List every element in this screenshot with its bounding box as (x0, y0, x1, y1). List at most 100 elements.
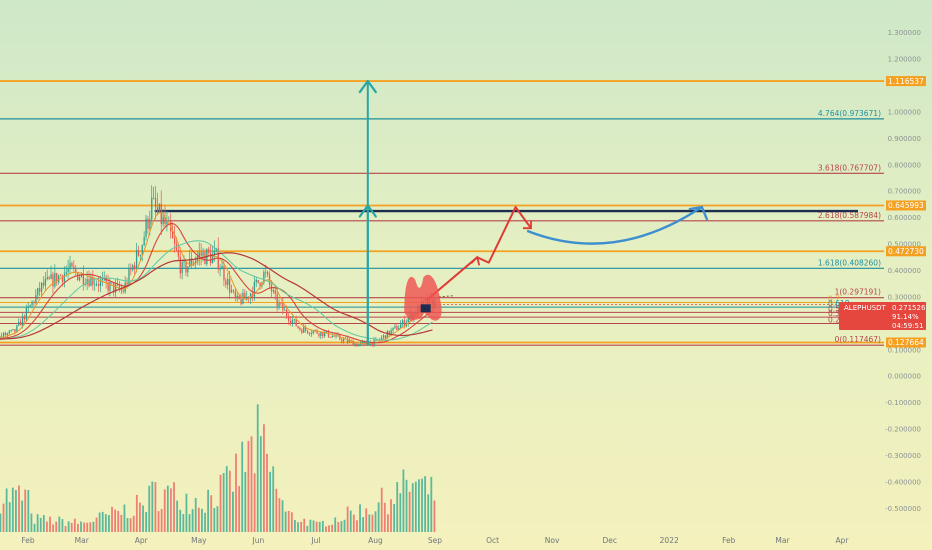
candle-body (204, 252, 206, 265)
volume-bar (92, 521, 95, 532)
volume-bar (238, 486, 241, 532)
fib-level-label: 1(0.297191) (835, 288, 881, 297)
path-red-projection[interactable] (426, 206, 532, 301)
volume-bar (228, 470, 231, 532)
candle-body (320, 331, 322, 336)
volume-bar (290, 512, 293, 532)
candle-body (6, 333, 9, 336)
volume-bar (303, 518, 306, 532)
candle-body (401, 320, 404, 325)
candle-body (118, 284, 121, 290)
candle-body (337, 334, 339, 336)
candle-body (306, 330, 309, 333)
fib-levels (0, 80, 884, 346)
candle-body (71, 263, 73, 267)
candle-body (164, 216, 166, 225)
volume-bar (368, 514, 371, 532)
fib-level-label: 3.618(0.767707) (818, 163, 881, 172)
candle-body (25, 308, 28, 320)
candle-body (303, 327, 305, 333)
candle-body (56, 273, 58, 283)
candle-body (289, 320, 292, 323)
candle-body (316, 330, 318, 334)
arc-blue-projection[interactable] (526, 206, 703, 245)
volume-bar (275, 488, 278, 532)
candle-body (382, 335, 385, 338)
candle-body (39, 288, 41, 292)
candle-body (223, 266, 225, 281)
candle-body (329, 336, 332, 338)
volume-bar (259, 436, 262, 532)
volume-bar (362, 517, 365, 532)
volume-bar (204, 512, 206, 532)
price-badge: ALEPHUSDT 0.271526 91.14% 04:59:51 (839, 302, 926, 330)
time-axis-label: Feb (21, 536, 35, 545)
volume-bar (194, 497, 197, 532)
badge-symbol: ALEPHUSDT (844, 304, 887, 312)
candle-body (185, 261, 187, 273)
candle-body (101, 278, 104, 281)
volume-bar (160, 508, 163, 532)
candle-body (213, 250, 216, 255)
candle-body (78, 277, 81, 281)
candle-body (392, 327, 394, 331)
candle-body (312, 330, 314, 334)
candle-body (77, 272, 79, 281)
candle-body (208, 249, 210, 253)
highlight-red-m[interactable] (404, 274, 442, 321)
volume-bars (0, 404, 436, 532)
candle-body (44, 279, 47, 286)
candle-body (115, 284, 117, 293)
candle-body (172, 231, 174, 239)
volume-bar (390, 499, 392, 532)
volume-bar (55, 521, 58, 532)
candle-body (69, 263, 71, 270)
candle-body (236, 295, 238, 299)
volume-bar (219, 474, 222, 532)
candle-body (363, 341, 366, 343)
drawing-layer[interactable] (358, 79, 709, 346)
volume-bar (148, 485, 151, 532)
volume-bar (73, 518, 76, 532)
volume-bar (139, 502, 141, 532)
volume-bar (235, 453, 237, 532)
volume-bar (197, 507, 200, 532)
candle-body (128, 269, 130, 285)
candle-body (166, 220, 168, 225)
volume-bar (176, 500, 179, 532)
minor-level-label: 0.236 (828, 315, 850, 324)
volume-bar (421, 478, 423, 532)
candle-body (299, 327, 301, 330)
time-axis-label: May (191, 536, 207, 545)
candle-body (31, 301, 33, 306)
volume-bar (166, 485, 169, 532)
candle-body (132, 265, 134, 270)
volume-bar (309, 519, 312, 532)
candle-body (253, 281, 256, 297)
candle-body (126, 282, 128, 285)
candle-body (153, 197, 155, 199)
time-axis: Feb Mar Apr May Jun Jul Aug Sep Oct Nov Dec 2022 Feb… (21, 536, 849, 545)
candle-body (211, 254, 214, 264)
candle-body (86, 279, 88, 285)
volume-bar (408, 491, 411, 532)
volume-bar (263, 424, 265, 532)
price-axis-tick: -0.300000 (885, 452, 921, 460)
volume-bar (108, 515, 110, 532)
time-axis-label: Sep (428, 536, 442, 545)
candle-body (400, 324, 402, 328)
candle-body (394, 326, 396, 328)
candle-body (46, 277, 48, 280)
volume-bar (213, 507, 216, 532)
minor-level-label: 0.382 (828, 309, 850, 318)
candle-body (352, 341, 354, 346)
candle-body (37, 288, 39, 296)
candle-body (310, 333, 313, 335)
volume-bar (331, 524, 334, 532)
candle-body (291, 320, 294, 323)
candle-body (94, 284, 96, 286)
candle-body (97, 284, 100, 286)
minor-level-label: 0.7 (828, 295, 840, 304)
candle-body (348, 340, 351, 343)
